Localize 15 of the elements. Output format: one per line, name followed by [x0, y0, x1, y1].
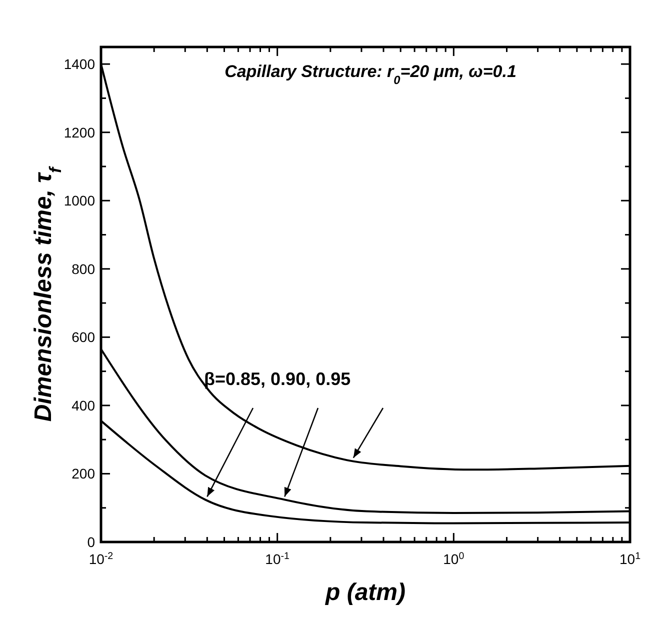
annotation: β=0.85, 0.90, 0.95	[204, 368, 351, 389]
y-tick-label: 1000	[64, 192, 96, 209]
x-axis-title: p (atm)	[324, 579, 406, 606]
y-tick-label: 0	[87, 534, 96, 550]
y-tick-label: 1400	[64, 56, 96, 72]
x-tick-label: 10$^{-1}$	[265, 550, 290, 567]
x-tick-label: 10$^{0}$	[443, 550, 465, 567]
y-tick-label: 600	[72, 329, 96, 346]
y-tick-label: 800	[72, 260, 96, 277]
y-tick-label: 1200	[64, 124, 96, 140]
y-tick-label: 200	[72, 466, 96, 482]
x-tick-label: 10$^{-2}$	[88, 550, 114, 567]
y-tick-label: 400	[72, 397, 96, 414]
x-tick-label: 10$^{1}$	[619, 550, 641, 567]
text: Capillary Structure: r$_{0}$=20 μm, ω=0.1	[224, 62, 516, 87]
